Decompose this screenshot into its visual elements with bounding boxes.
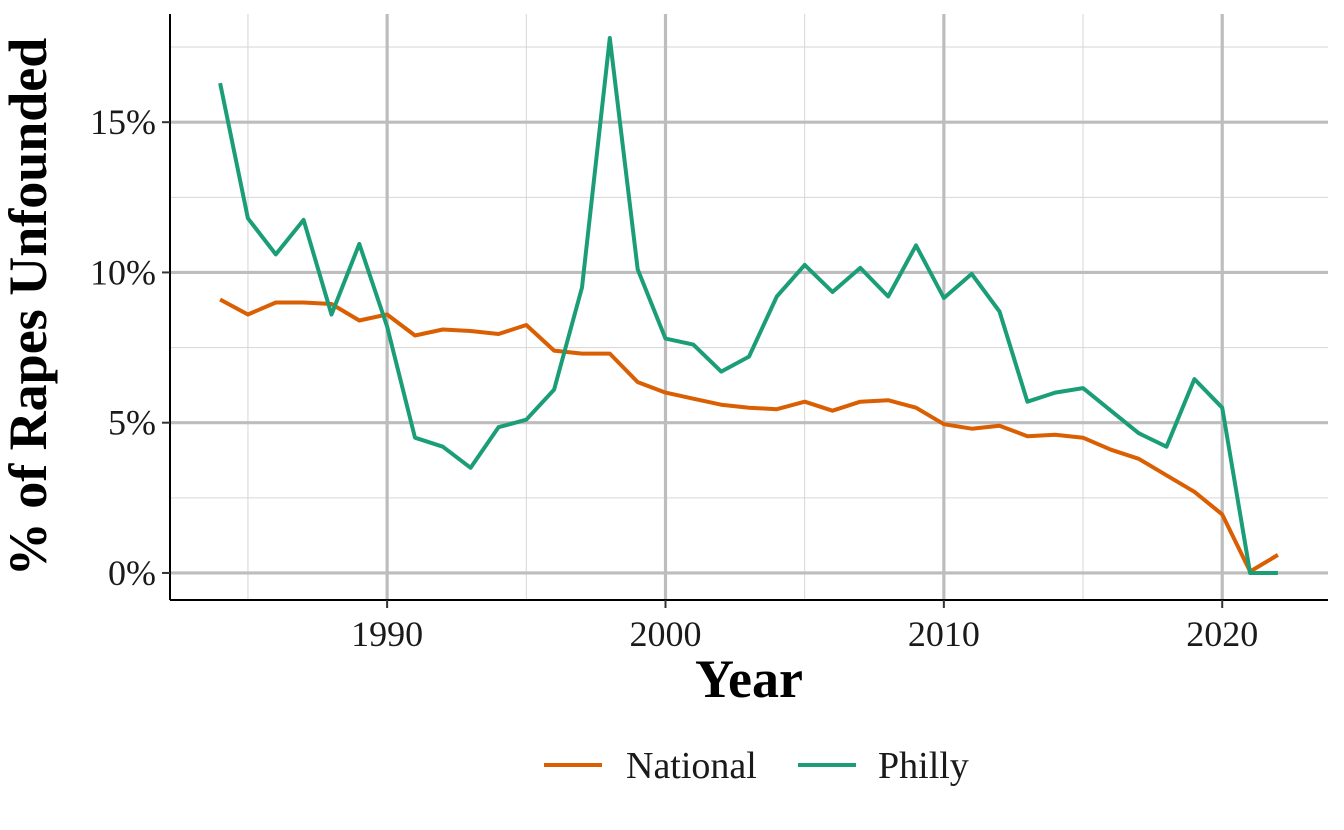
x-tick-label: 2020 [1186,614,1258,654]
x-tick-label: 1990 [351,614,423,654]
legend: National Philly [544,745,969,787]
y-ticks: 0% 5% 10% 15% [90,102,170,593]
y-tick-label: 15% [90,102,156,142]
legend-label-national: National [626,745,757,787]
axes [169,14,1328,601]
x-axis-title: Year [695,649,803,709]
y-axis-title: % of Rapes Unfounded [0,38,58,577]
y-tick-label: 5% [108,403,156,443]
x-tick-label: 2000 [629,614,701,654]
x-ticks: 1990 2000 2010 2020 [351,600,1258,654]
y-tick-label: 0% [108,553,156,593]
x-tick-label: 2010 [908,614,980,654]
legend-label-philly: Philly [878,745,969,787]
series-lines [218,36,1279,575]
minor-gridlines [170,14,1328,600]
series-line-philly [218,36,1278,575]
major-gridlines [170,14,1328,600]
series-line-national [219,297,1279,574]
y-tick-label: 10% [90,252,156,292]
